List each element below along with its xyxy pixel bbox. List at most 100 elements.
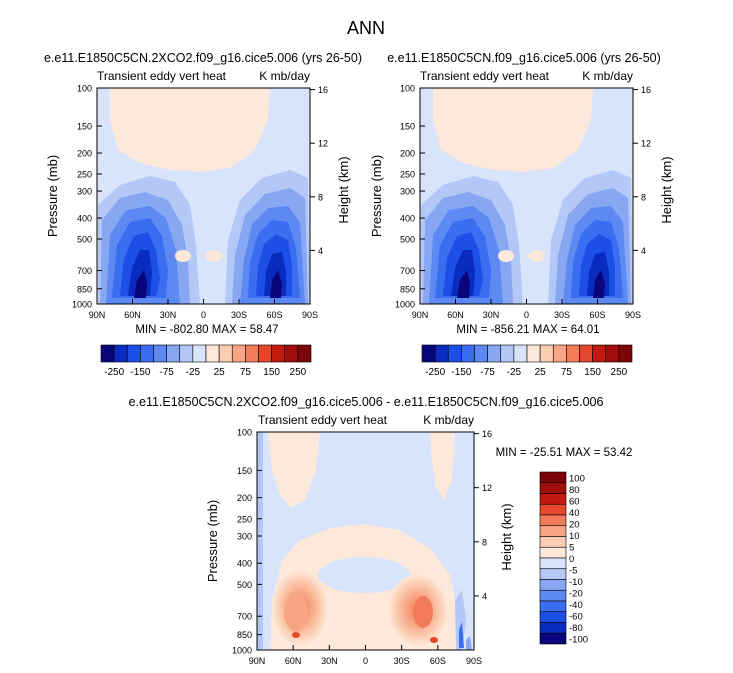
x-tick-label: 0 <box>201 310 206 320</box>
y2-tick-label: 4 <box>482 591 487 601</box>
y-tick-label: 200 <box>77 149 92 159</box>
y-tick-label: 300 <box>237 532 252 542</box>
colorbar-box <box>284 344 299 363</box>
y2-tick-label: 8 <box>318 192 323 202</box>
y2-tick-label: 12 <box>641 139 651 149</box>
x-tick-label: 30S <box>231 310 247 320</box>
colorbar-label: 75 <box>561 367 573 378</box>
y-tick-label: 400 <box>77 214 92 224</box>
colorbar-label: 150 <box>263 367 280 378</box>
colorbar-box <box>153 344 167 363</box>
colorbar-label: -100 <box>569 634 588 645</box>
colorbar-box <box>539 344 554 363</box>
x-tick-label: 60N <box>124 310 141 320</box>
x-tick-label: 60N <box>285 656 302 666</box>
colorbar-box <box>271 344 286 363</box>
colorbar-label: -20 <box>569 588 583 599</box>
y-tick-label: 850 <box>400 284 415 294</box>
colorbar-box <box>513 344 528 363</box>
colorbar-label: 5 <box>569 543 574 554</box>
colorbar-box <box>434 344 449 363</box>
colorbar-box <box>539 482 567 494</box>
y-tick-label: 700 <box>400 266 415 276</box>
colorbar-label: -75 <box>480 367 495 378</box>
colorbar-box <box>179 344 194 363</box>
y-tick-label: 1000 <box>232 646 252 656</box>
y-tick-label: 850 <box>237 630 252 640</box>
colorbar-label: 0 <box>569 554 574 565</box>
y-tick-label: 400 <box>237 559 252 569</box>
y-tick-label: 500 <box>77 234 92 244</box>
y-tick-label: 400 <box>400 214 415 224</box>
units-label: K mb/day <box>582 69 633 83</box>
min-max-label: MIN = -25.51 MAX = 53.42 <box>496 447 633 459</box>
colorbar-label: 10 <box>569 531 580 542</box>
colorbar-box <box>618 344 633 363</box>
colorbar-box <box>579 344 593 363</box>
x-tick-label: 30S <box>394 656 410 666</box>
colorbar-box <box>100 344 115 363</box>
colorbar-box <box>539 525 567 537</box>
colorbar-label: 40 <box>569 508 580 519</box>
y-tick-label: 150 <box>400 122 415 132</box>
y-tick-label: 300 <box>77 187 92 197</box>
colorbar-label: 80 <box>569 485 580 496</box>
y-tick-label: 500 <box>400 234 415 244</box>
panel-title: e.e11.E1850C5CN.2XCO2.f09_g16.cice5.006 … <box>44 51 362 65</box>
y2-tick-label: 12 <box>318 139 328 149</box>
y-tick-label: 200 <box>237 493 252 503</box>
colorbar-box <box>539 579 567 591</box>
x-tick-label: 60S <box>589 310 605 320</box>
colorbar-box <box>166 344 181 363</box>
colorbar-box <box>539 536 567 548</box>
y-tick-label: 250 <box>237 514 252 524</box>
y-tick-label: 300 <box>400 187 415 197</box>
colorbar-box <box>205 344 220 363</box>
colorbar-label: -80 <box>569 623 583 634</box>
panel-title: e.e11.E1850C5CN.2XCO2.f09_g16.cice5.006 … <box>129 395 604 409</box>
variable-label: Transient eddy vert heat <box>97 69 227 83</box>
y-tick-label: 500 <box>237 580 252 590</box>
colorbar-label: 150 <box>584 367 601 378</box>
panel-difference: e.e11.E1850C5CN.2XCO2.f09_g16.cice5.006 … <box>129 395 633 666</box>
colorbar-label: -150 <box>451 367 471 378</box>
units-label: K mb/day <box>259 69 310 83</box>
colorbar-box <box>539 632 567 645</box>
colorbar-box <box>605 344 620 363</box>
y2-tick-label: 4 <box>641 246 646 256</box>
colorbar-label: -25 <box>186 367 201 378</box>
colorbar-label: -75 <box>159 367 174 378</box>
axes: 100 150 200 250 300 400 500 700 850 1000 16 12 8 4 90N… <box>395 84 651 321</box>
y-tick-label: 250 <box>400 169 415 179</box>
colorbar-box <box>245 344 259 363</box>
x-tick-label: 30S <box>554 310 570 320</box>
y-tick-label: 850 <box>77 284 92 294</box>
colorbar-label: -5 <box>569 565 577 576</box>
x-tick-label: 90S <box>302 310 318 320</box>
y2-tick-label: 8 <box>641 192 646 202</box>
y2-tick-label: 4 <box>318 246 323 256</box>
colorbar-box <box>218 344 233 363</box>
colorbar-box <box>297 344 312 363</box>
colorbar-label: 25 <box>214 367 226 378</box>
y2-axis-title: Height (km) <box>336 156 351 223</box>
y-tick-label: 1000 <box>395 300 415 310</box>
x-tick-label: 30N <box>321 656 338 666</box>
colorbar-box <box>140 344 154 363</box>
colorbar-label: 20 <box>569 520 580 531</box>
colorbar-box <box>539 589 567 602</box>
y-tick-label: 150 <box>237 466 252 476</box>
y-tick-label: 100 <box>400 84 415 94</box>
colorbar-box <box>231 344 246 363</box>
colorbar-box <box>539 503 567 516</box>
colorbar: -250 -150 -75 -25 25 75 150 250 <box>421 344 633 378</box>
colorbar-box <box>500 344 515 363</box>
x-tick-label: 90N <box>89 310 106 320</box>
x-tick-label: 0 <box>524 310 529 320</box>
colorbar-box <box>539 611 567 623</box>
colorbar-box <box>539 600 567 613</box>
colorbar-label: 25 <box>535 367 547 378</box>
units-label: K mb/day <box>423 413 474 427</box>
y2-tick-label: 16 <box>482 429 492 439</box>
